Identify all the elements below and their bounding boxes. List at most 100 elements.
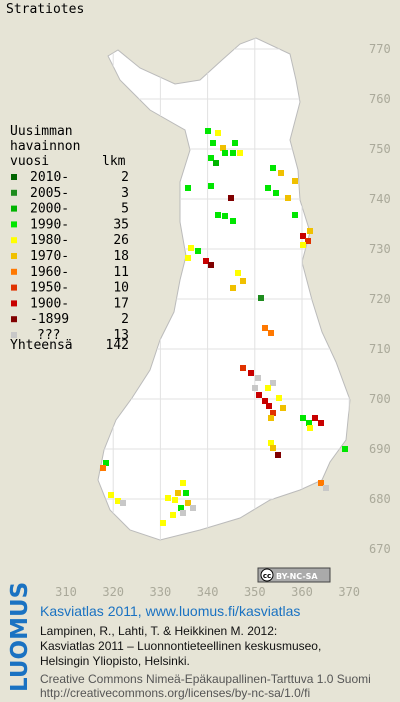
y-tick-label: 700 (369, 392, 391, 406)
observation (180, 510, 186, 516)
legend-count: 2 (121, 312, 129, 327)
observation (175, 490, 181, 496)
citation: Kasviatlas 2011 – Luonnontieteellinen ke… (40, 639, 321, 653)
legend-swatch (11, 237, 17, 244)
y-tick-label: 680 (369, 492, 391, 506)
legend-swatch (11, 221, 17, 228)
observation (100, 465, 106, 471)
observation (270, 165, 276, 171)
legend-count: 5 (121, 202, 129, 217)
observation (280, 405, 286, 411)
observation (108, 492, 114, 498)
badge-license: BY-NC-SA (276, 572, 318, 581)
cc-badge: cc BY-NC-SA (257, 567, 331, 583)
legend-count: 11 (113, 265, 129, 280)
legend-swatch (11, 268, 17, 275)
observation (275, 452, 281, 458)
observation (312, 415, 318, 421)
observation (273, 190, 279, 196)
observation (262, 325, 268, 331)
legend-label: 1980- (30, 233, 69, 248)
observation (185, 255, 191, 261)
observation (292, 178, 298, 184)
y-tick-label: 690 (369, 442, 391, 456)
observation (188, 245, 194, 251)
observation (230, 218, 236, 224)
license-url[interactable]: http://creativecommons.org/licenses/by-n… (40, 686, 310, 700)
x-tick-label: 320 (102, 585, 124, 599)
observation (203, 258, 209, 264)
observation (185, 185, 191, 191)
observation (265, 185, 271, 191)
legend-swatch (11, 189, 17, 196)
x-tick-label: 350 (244, 585, 266, 599)
observation (240, 365, 246, 371)
observation (300, 233, 306, 239)
observation (103, 460, 109, 466)
legend-swatch (11, 253, 17, 259)
atlas-link[interactable]: Kasviatlas 2011, www.luomus.fi/kasviatla… (40, 603, 300, 619)
observation (237, 150, 243, 156)
observations (100, 128, 348, 526)
observation (248, 370, 254, 376)
legend-label: 1970- (30, 249, 69, 264)
observation (235, 270, 241, 276)
observation (208, 262, 214, 268)
observation (306, 420, 312, 426)
observation (172, 497, 178, 503)
observation (183, 490, 189, 496)
total-label: Yhteensä (10, 338, 73, 353)
y-tick-label: 760 (369, 92, 391, 106)
observation (170, 512, 176, 518)
legend-label: -1899 (30, 312, 69, 327)
observation (256, 392, 262, 398)
legend-label: 1990- (30, 217, 69, 232)
legend-header: Uusimman (10, 124, 73, 139)
observation (262, 398, 268, 404)
observation (270, 410, 276, 416)
legend-header: vuosi (10, 154, 49, 169)
y-tick-label: 710 (369, 342, 391, 356)
y-tick-label: 670 (369, 542, 391, 556)
y-tick-label: 730 (369, 242, 391, 256)
observation (205, 128, 211, 134)
x-tick-label: 370 (338, 585, 360, 599)
observation (278, 170, 284, 176)
citation: Lampinen, R., Lahti, T. & Heikkinen M. 2… (40, 624, 277, 638)
legend-swatch (11, 174, 17, 180)
observation (120, 500, 126, 506)
legend-label: 1900- (30, 296, 69, 311)
observation (195, 248, 201, 254)
legend-count-header: lkm (102, 154, 126, 169)
legend-count: 3 (121, 186, 129, 201)
total-count: 142 (106, 338, 129, 353)
observation (190, 505, 196, 511)
x-tick-label: 360 (291, 585, 313, 599)
legend-swatch (11, 300, 17, 307)
legend-swatch (11, 284, 17, 291)
legend-count: 2 (121, 170, 129, 185)
observation (230, 285, 236, 291)
observation (300, 242, 306, 248)
observation (165, 495, 171, 501)
legend-label: 2010- (30, 170, 69, 185)
legend-swatch (11, 332, 17, 338)
observation (228, 195, 234, 201)
observation (305, 238, 311, 244)
legend-count: 17 (113, 296, 129, 311)
observation (180, 480, 186, 486)
observation (307, 425, 313, 431)
observation (268, 415, 274, 421)
license-text: Creative Commons Nimeä-Epäkaupallinen-Ta… (40, 672, 371, 686)
observation (255, 375, 261, 381)
x-tick-label: 330 (150, 585, 172, 599)
legend-count: 18 (113, 249, 129, 264)
observation (323, 485, 329, 491)
observation (160, 520, 166, 526)
observation (210, 140, 216, 146)
y-tick-label: 770 (369, 42, 391, 56)
citation: Helsingin Yliopisto, Helsinki. (40, 654, 190, 668)
observation (115, 498, 121, 504)
